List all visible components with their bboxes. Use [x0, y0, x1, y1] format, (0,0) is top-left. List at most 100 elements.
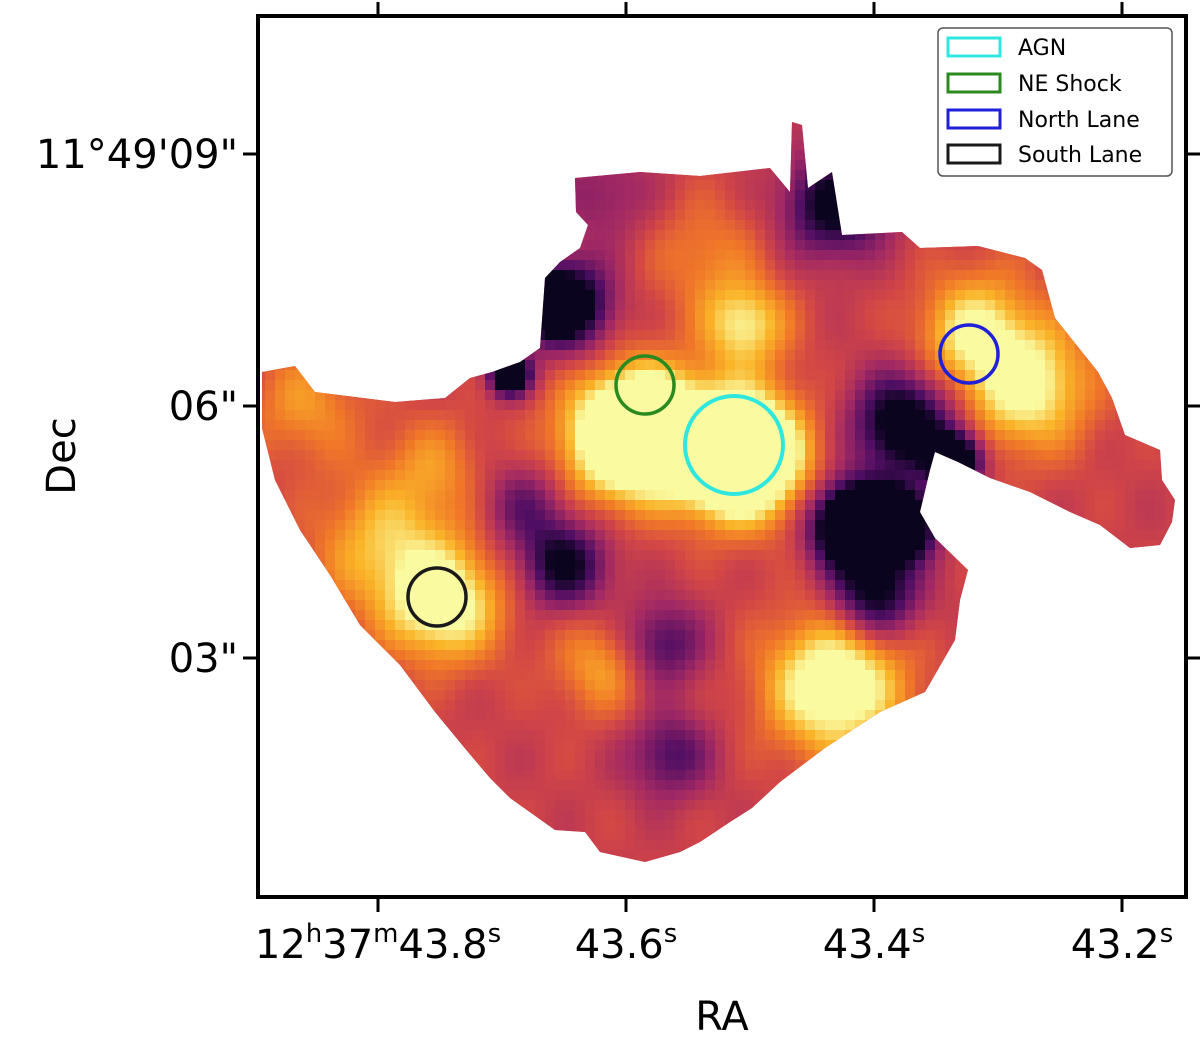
- map-pixel: [335, 470, 345, 480]
- map-pixel: [715, 520, 725, 530]
- map-pixel: [925, 630, 935, 640]
- map-pixel: [325, 320, 335, 330]
- map-pixel: [825, 570, 835, 580]
- map-pixel: [955, 250, 965, 260]
- map-pixel: [945, 210, 955, 220]
- map-pixel: [1065, 240, 1075, 250]
- map-pixel: [735, 240, 745, 250]
- map-pixel: [345, 440, 355, 450]
- map-pixel: [555, 450, 565, 460]
- map-pixel: [545, 122, 555, 130]
- map-pixel: [705, 620, 715, 630]
- map-pixel: [675, 390, 685, 400]
- map-pixel: [475, 460, 485, 470]
- map-pixel: [925, 240, 935, 250]
- map-pixel: [1105, 300, 1115, 310]
- map-pixel: [945, 450, 955, 460]
- map-pixel: [1025, 470, 1035, 480]
- map-pixel: [385, 530, 395, 540]
- map-pixel: [1165, 450, 1175, 460]
- map-pixel: [275, 300, 285, 310]
- map-pixel: [495, 290, 505, 300]
- map-pixel: [455, 490, 465, 500]
- map-pixel: [615, 360, 625, 370]
- map-pixel: [735, 110, 745, 120]
- map-pixel: [1045, 360, 1055, 370]
- map-pixel: [1125, 420, 1135, 430]
- map-pixel: [785, 580, 795, 590]
- map-pixel: [645, 590, 655, 600]
- map-pixel: [295, 590, 305, 600]
- map-pixel: [695, 470, 705, 480]
- map-pixel: [1175, 430, 1185, 440]
- map-pixel: [805, 310, 815, 320]
- map-pixel: [1145, 180, 1155, 190]
- map-pixel: [545, 350, 555, 360]
- map-pixel: [565, 490, 575, 500]
- map-pixel: [725, 350, 735, 360]
- map-pixel: [1125, 310, 1135, 320]
- map-pixel: [565, 540, 575, 550]
- map-pixel: [365, 320, 375, 330]
- map-pixel: [705, 570, 715, 580]
- map-pixel: [705, 430, 715, 440]
- map-pixel: [795, 490, 805, 500]
- map-pixel: [1055, 240, 1065, 250]
- map-pixel: [765, 380, 775, 390]
- map-pixel: [1175, 380, 1185, 390]
- map-pixel: [615, 540, 625, 550]
- map-pixel: [1055, 350, 1065, 360]
- map-pixel: [1105, 570, 1115, 580]
- map-pixel: [545, 610, 555, 620]
- map-pixel: [405, 610, 415, 620]
- map-pixel: [575, 470, 585, 480]
- map-pixel: [635, 560, 645, 570]
- map-pixel: [815, 570, 825, 580]
- map-pixel: [1105, 530, 1115, 540]
- map-pixel: [645, 620, 655, 630]
- map-pixel: [915, 560, 925, 570]
- map-pixel: [365, 370, 375, 380]
- map-pixel: [685, 360, 695, 370]
- map-pixel: [535, 560, 545, 570]
- map-pixel: [355, 220, 365, 230]
- map-pixel: [1115, 440, 1125, 450]
- map-pixel: [665, 490, 675, 500]
- map-pixel: [465, 470, 475, 480]
- map-pixel: [485, 510, 495, 520]
- map-pixel: [265, 430, 275, 440]
- map-pixel: [755, 170, 765, 180]
- map-pixel: [695, 160, 705, 170]
- map-pixel: [1085, 210, 1095, 220]
- map-pixel: [645, 250, 655, 260]
- map-pixel: [705, 530, 715, 540]
- map-pixel: [745, 340, 755, 350]
- map-pixel: [565, 450, 575, 460]
- map-pixel: [295, 600, 305, 610]
- map-pixel: [355, 600, 365, 610]
- map-pixel: [605, 590, 615, 600]
- map-pixel: [1055, 550, 1065, 560]
- map-pixel: [1095, 410, 1105, 420]
- map-pixel: [425, 160, 435, 170]
- map-pixel: [435, 140, 445, 150]
- map-pixel: [435, 190, 445, 200]
- map-pixel: [1055, 220, 1065, 230]
- map-pixel: [975, 470, 985, 480]
- map-pixel: [865, 470, 875, 480]
- map-pixel: [1055, 190, 1065, 200]
- map-pixel: [1145, 220, 1155, 230]
- map-pixel: [965, 430, 975, 440]
- map-pixel: [925, 150, 935, 160]
- map-pixel: [605, 310, 615, 320]
- map-pixel: [945, 520, 955, 530]
- map-pixel: [425, 610, 435, 620]
- map-pixel: [455, 430, 465, 440]
- map-pixel: [385, 580, 395, 590]
- map-pixel: [1165, 470, 1175, 480]
- map-pixel: [1075, 230, 1085, 240]
- map-pixel: [285, 320, 295, 330]
- map-pixel: [485, 200, 495, 210]
- map-pixel: [565, 130, 575, 140]
- map-pixel: [595, 360, 605, 370]
